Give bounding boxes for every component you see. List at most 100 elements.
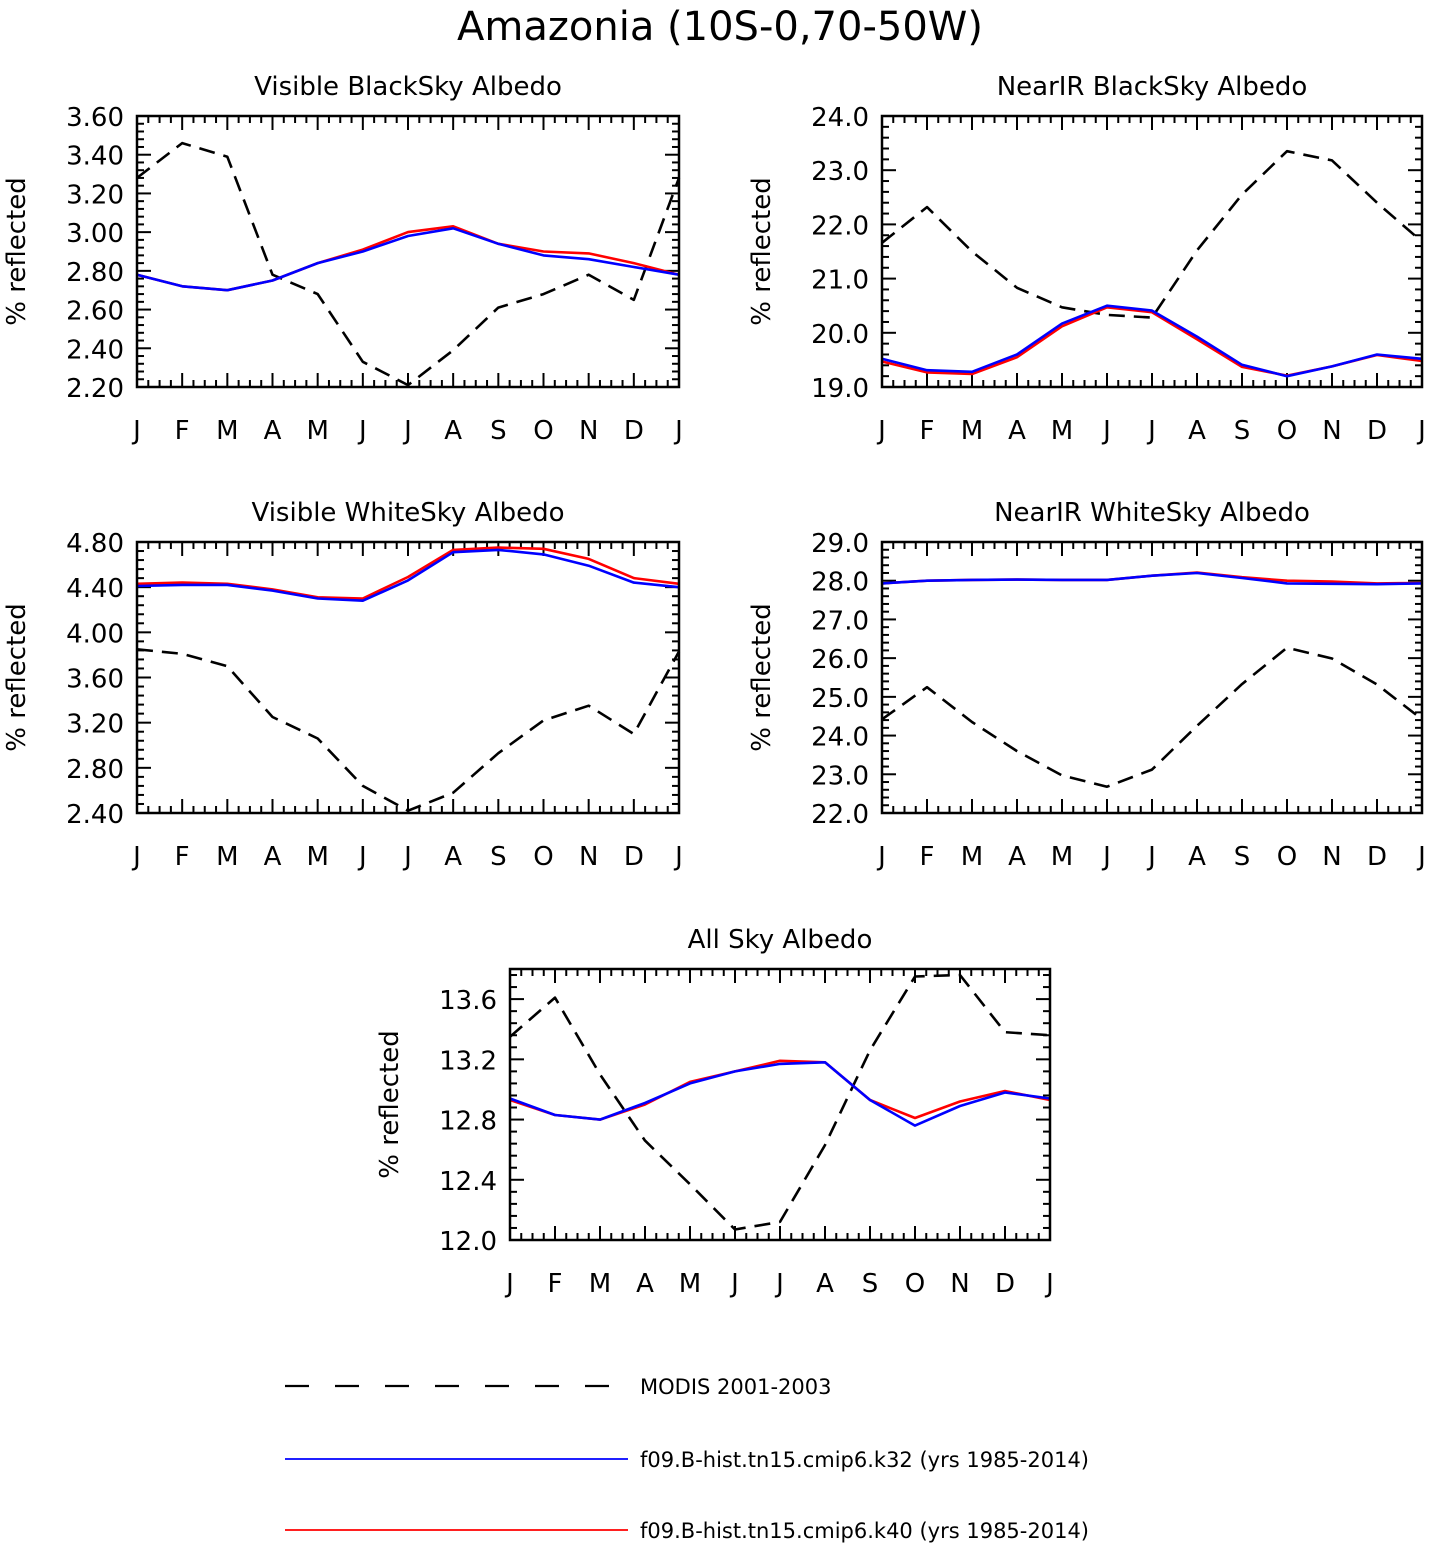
x-tick-label: M [1051, 416, 1073, 446]
y-tick-label: 22.0 [811, 211, 869, 241]
x-tick-label: A [816, 1269, 834, 1299]
y-tick-label: 2.20 [66, 374, 124, 404]
x-tick-label: M [216, 416, 238, 446]
y-tick-label: 3.60 [66, 665, 124, 695]
x-tick-label: M [306, 842, 328, 872]
plot-frame [880, 114, 1424, 389]
legend-label: f09.B-hist.tn15.cmip6.k40 (yrs 1985-2014… [640, 1519, 1089, 1543]
y-tick-label: 3.00 [66, 219, 124, 249]
y-tick-label: 2.60 [66, 297, 124, 327]
x-tick-label: J [402, 416, 412, 446]
x-tick-label: F [920, 842, 935, 872]
x-tick-label: J [1416, 416, 1426, 446]
y-tick-label: 2.40 [66, 335, 124, 365]
x-tick-label: J [1146, 842, 1156, 872]
x-tick-label: J [1416, 842, 1426, 872]
k32-line [881, 304, 1423, 378]
y-tick-label: 12.8 [439, 1107, 497, 1137]
x-tick-label: M [589, 1269, 611, 1299]
x-tick-label: J [673, 842, 683, 872]
y-tick-label: 13.2 [439, 1046, 497, 1076]
y-tick-label: 3.40 [66, 142, 124, 172]
x-tick-label: N [1322, 842, 1341, 872]
legend-label: MODIS 2001-2003 [640, 1375, 831, 1399]
y-tick-label: 3.60 [66, 103, 124, 133]
k40-line [881, 571, 1423, 585]
legend: MODIS 2001-2003 f09.B-hist.tn15.cmip6.k32… [285, 1375, 1089, 1543]
x-tick-label: N [579, 416, 598, 446]
y-axis-label: % reflected [747, 603, 777, 751]
x-tick-label: A [1008, 842, 1026, 872]
y-tick-label: 29.0 [811, 529, 869, 559]
x-tick-label: N [579, 842, 598, 872]
y-tick-label: 21.0 [811, 266, 869, 296]
x-tick-label: J [729, 1269, 739, 1299]
panel-title: Visible BlackSky Albedo [254, 72, 562, 102]
y-tick-label: 3.20 [66, 710, 124, 740]
modis-line [136, 141, 681, 387]
legend-item: MODIS 2001-2003 [285, 1375, 831, 1399]
x-tick-label: J [504, 1269, 514, 1299]
x-tick-label: J [1101, 842, 1111, 872]
x-tick-label: M [679, 1269, 701, 1299]
x-tick-label: A [1008, 416, 1026, 446]
x-tick-label: S [1234, 842, 1251, 872]
y-tick-label: 23.0 [811, 157, 869, 187]
k40-line [509, 1059, 1051, 1121]
x-tick-label: M [306, 416, 328, 446]
modis-line [881, 149, 1423, 319]
figure-title: Amazonia (10S-0,70-50W) [457, 4, 983, 50]
plot-frame [135, 114, 681, 389]
x-tick-label: O [1277, 416, 1297, 446]
x-tick-label: M [961, 842, 983, 872]
x-tick-label: J [357, 842, 367, 872]
x-tick-label: A [444, 842, 462, 872]
x-tick-label: F [175, 842, 190, 872]
x-tick-label: M [1051, 842, 1073, 872]
y-tick-label: 25.0 [811, 684, 869, 714]
k32-line [509, 1061, 1051, 1127]
x-tick-label: J [876, 842, 886, 872]
y-tick-label: 4.40 [66, 574, 124, 604]
y-tick-label: 23.0 [811, 761, 869, 791]
x-tick-label: J [1044, 1269, 1054, 1299]
legend-item: f09.B-hist.tn15.cmip6.k32 (yrs 1985-2014… [285, 1448, 1089, 1472]
x-tick-label: J [1146, 416, 1156, 446]
y-tick-label: 26.0 [811, 645, 869, 675]
x-tick-label: F [175, 416, 190, 446]
x-tick-label: J [774, 1269, 784, 1299]
x-tick-label: O [533, 416, 553, 446]
k32-line [136, 227, 680, 292]
x-tick-label: J [1101, 416, 1111, 446]
modis-line [881, 646, 1423, 789]
x-tick-label: D [995, 1269, 1015, 1299]
x-tick-label: J [673, 416, 683, 446]
y-tick-label: 3.20 [66, 180, 124, 210]
y-axis-label: % reflected [2, 603, 32, 751]
x-tick-label: O [533, 842, 553, 872]
x-tick-label: A [1188, 416, 1206, 446]
x-tick-label: S [1234, 416, 1251, 446]
panel-title: NearIR BlackSky Albedo [997, 72, 1308, 102]
y-tick-label: 4.80 [66, 529, 124, 559]
modis-line [136, 648, 681, 813]
y-tick-label: 2.40 [66, 800, 124, 830]
x-tick-label: S [490, 842, 507, 872]
y-tick-label: 13.6 [439, 986, 497, 1016]
y-tick-label: 27.0 [811, 606, 869, 636]
k32-line [881, 571, 1423, 586]
x-tick-label: J [131, 842, 141, 872]
x-tick-label: A [264, 416, 282, 446]
x-tick-label: J [357, 416, 367, 446]
y-tick-label: 2.80 [66, 258, 124, 288]
legend-label: f09.B-hist.tn15.cmip6.k32 (yrs 1985-2014… [640, 1448, 1089, 1472]
x-tick-label: F [548, 1269, 563, 1299]
legend-item: f09.B-hist.tn15.cmip6.k40 (yrs 1985-2014… [285, 1519, 1089, 1543]
x-tick-label: A [1188, 842, 1206, 872]
